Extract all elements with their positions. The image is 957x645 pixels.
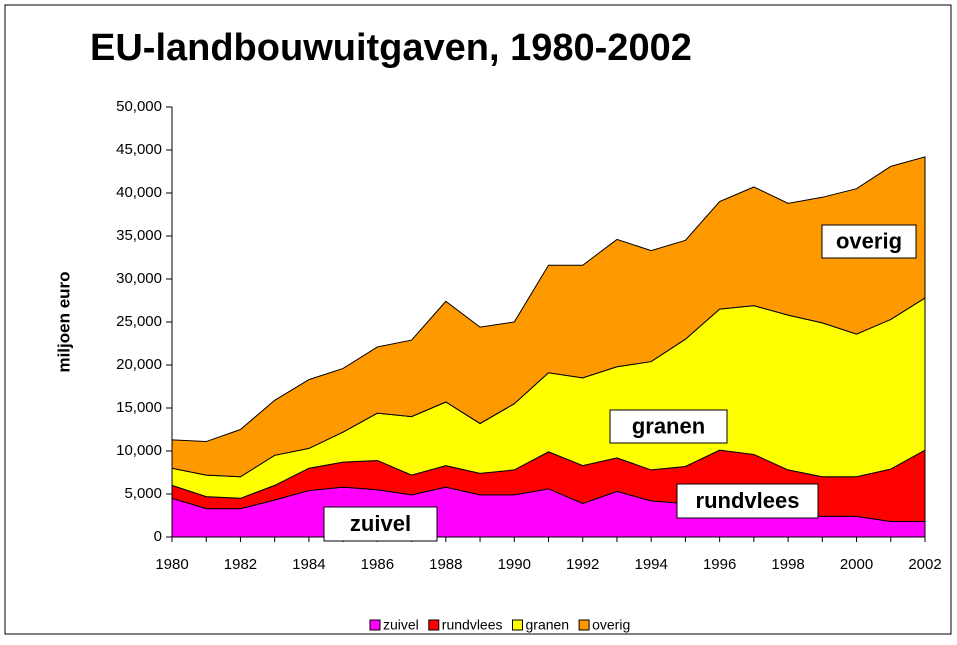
x-tick-label: 1984 <box>292 556 325 573</box>
x-tick-label: 1982 <box>224 556 257 573</box>
x-tick-label: 1988 <box>429 556 462 573</box>
legend-swatch <box>428 619 440 631</box>
annotation: overig <box>836 228 902 253</box>
x-tick-label: 2002 <box>908 556 941 573</box>
y-tick-label: 0 <box>154 528 162 545</box>
x-tick-label: 1986 <box>361 556 394 573</box>
y-tick-label: 30,000 <box>116 270 162 287</box>
y-tick-label: 10,000 <box>116 442 162 459</box>
x-tick-label: 2000 <box>840 556 873 573</box>
legend-label: zuivel <box>383 617 419 633</box>
x-tick-label: 1990 <box>498 556 531 573</box>
annotation-box <box>609 409 728 444</box>
y-tick-label: 50,000 <box>116 98 162 115</box>
annotation: granen <box>632 413 705 438</box>
x-tick-label: 1996 <box>703 556 736 573</box>
legend-swatch <box>369 619 381 631</box>
y-tick-label: 45,000 <box>116 141 162 158</box>
annotation: zuivel <box>350 511 411 536</box>
y-tick-label: 25,000 <box>116 313 162 330</box>
annotation-box <box>323 506 438 542</box>
y-axis-label: miljoen euro <box>54 271 73 372</box>
legend-label: overig <box>592 617 630 633</box>
x-tick-label: 1980 <box>155 556 188 573</box>
annotation-box <box>676 483 819 519</box>
x-tick-label: 1994 <box>634 556 667 573</box>
legend-swatch <box>512 619 523 631</box>
annotation: rundvlees <box>696 488 800 513</box>
y-tick-label: 5,000 <box>124 485 162 502</box>
y-tick-label: 35,000 <box>116 227 162 244</box>
y-tick-label: 15,000 <box>116 399 162 416</box>
y-tick-label: 20,000 <box>116 356 162 373</box>
annotation-box <box>821 224 917 259</box>
x-tick-label: 1992 <box>566 556 599 573</box>
y-tick-label: 40,000 <box>116 184 162 201</box>
legend-swatch <box>578 619 590 631</box>
legend-label: rundvlees <box>442 617 503 633</box>
x-tick-label: 1998 <box>771 556 804 573</box>
area <box>171 156 926 478</box>
chart-title: EU-landbouwuitgaven, 1980-2002 <box>90 27 692 69</box>
legend-label: granen <box>526 617 570 633</box>
